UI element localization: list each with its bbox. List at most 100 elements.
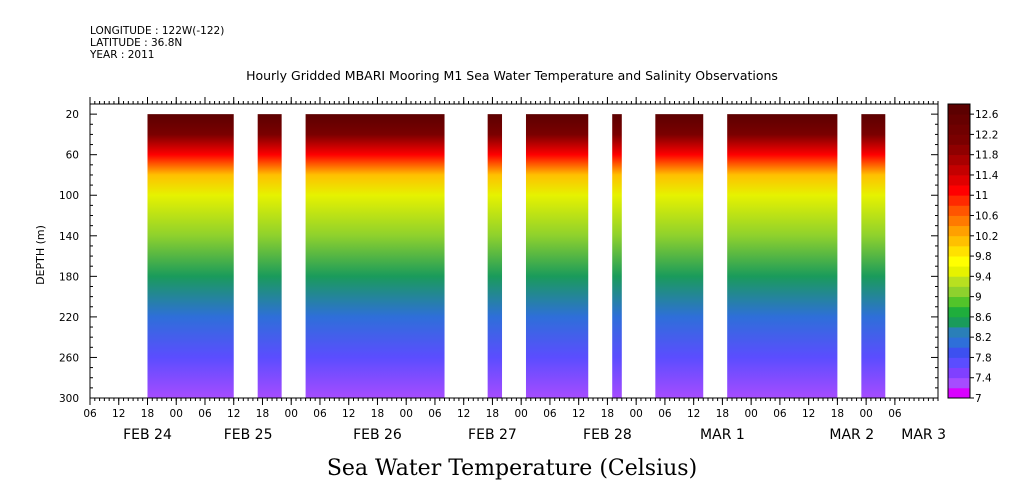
y-tick-label: 180: [59, 271, 79, 283]
colorbar-label: 9.8: [975, 251, 992, 263]
x-tick-label: 06: [543, 408, 557, 420]
data-segment: [612, 114, 622, 398]
colorbar-cell: [948, 205, 970, 216]
colorbar-cell: [948, 245, 970, 257]
x-tick-label: 06: [428, 408, 442, 420]
y-tick-label: 60: [66, 150, 79, 162]
colorbar-cell: [948, 104, 970, 115]
colorbar: 12.6 12.2 11.8 11.4 11 10.6 10.2 9.8 9.4 9 8.6 8.2 7…: [947, 103, 999, 405]
colorbar-cell: [948, 134, 970, 145]
x-tick-label: 18: [371, 408, 384, 420]
colorbar-cell: [948, 327, 970, 338]
colorbar-label: 12.6: [975, 109, 999, 121]
x-tick-label: 12: [572, 408, 585, 420]
x-tick-label: 12: [342, 408, 355, 420]
x-tick-label: 00: [744, 408, 757, 420]
x-tick-label: 18: [601, 408, 614, 420]
colorbar-cell: [948, 174, 970, 186]
colorbar-label: 11.8: [975, 150, 998, 162]
colorbar-label: 12.2: [975, 129, 998, 141]
data-layer: [147, 114, 886, 398]
latitude-label: LATITUDE : 36.8N: [90, 37, 183, 49]
x-tick-label: 06: [888, 408, 902, 420]
colorbar-label: 11.4: [975, 170, 999, 182]
plot-frame: [89, 103, 939, 399]
x-tick-label: 06: [658, 408, 672, 420]
colorbar-cell: [948, 164, 970, 176]
colorbar-cell: [948, 387, 970, 399]
colorbar-cell: [948, 296, 970, 308]
colorbar-cell: [948, 225, 970, 237]
x-tick-label: 06: [83, 408, 97, 420]
x-tick-label: 18: [716, 408, 729, 420]
y-tick-label: 20: [66, 109, 79, 121]
colorbar-label: 11: [975, 190, 988, 202]
x-tick-label: 00: [170, 408, 183, 420]
x-tick-label: 00: [400, 408, 413, 420]
x-tick-label: 12: [112, 408, 125, 420]
x-tick-label: 18: [486, 408, 499, 420]
colorbar-label: 7.8: [975, 352, 992, 364]
data-segment: [257, 114, 282, 398]
x-tick-label: 00: [285, 408, 298, 420]
x-tick-label: 18: [256, 408, 269, 420]
colorbar-cell: [948, 215, 970, 227]
colorbar-label: 10.2: [975, 231, 998, 243]
colorbar-cell: [948, 154, 970, 166]
colorbar-cell: [948, 286, 970, 298]
x-date-label: FEB 26: [353, 427, 402, 443]
data-segment: [147, 114, 234, 398]
colorbar-cell: [948, 185, 970, 196]
colorbar-cell: [948, 337, 970, 348]
x-tick-label: 00: [629, 408, 642, 420]
x-tick-label: 18: [831, 408, 844, 420]
colorbar-cell: [948, 276, 970, 287]
colorbar-label: 7: [975, 393, 982, 405]
y-tick-label: 100: [59, 190, 79, 202]
data-segment: [525, 114, 589, 398]
colorbar-cell: [948, 357, 970, 368]
x-tick-label: 00: [514, 408, 527, 420]
colorbar-frame: [947, 103, 971, 399]
year-label: YEAR : 2011: [90, 49, 155, 61]
x-tick-label: 06: [773, 408, 787, 420]
data-segment: [727, 114, 838, 398]
x-date-label: FEB 27: [468, 427, 517, 443]
x-tick-label: 12: [227, 408, 240, 420]
x-tick-label: 00: [859, 408, 872, 420]
colorbar-cell: [948, 347, 970, 358]
x-date-label: MAR 3: [901, 427, 946, 443]
data-segment: [861, 114, 886, 398]
y-tick-label: 220: [59, 312, 79, 324]
x-tick-label: 12: [802, 408, 815, 420]
colorbar-cell: [948, 195, 970, 206]
x-tick-label: 06: [313, 408, 327, 420]
x-tick-label: 06: [198, 408, 212, 420]
x-tick-label: 18: [141, 408, 154, 420]
colorbar-label: 9: [975, 292, 982, 304]
data-segment: [305, 114, 445, 398]
x-date-label: MAR 1: [700, 427, 745, 443]
colorbar-cell: [948, 306, 970, 318]
x-tick-label: 12: [687, 408, 700, 420]
colorbar-label: 10.6: [975, 211, 999, 223]
y-tick-label: 140: [59, 231, 79, 243]
colorbar-cell: [948, 114, 970, 125]
x-date-label: FEB 25: [224, 427, 273, 443]
x-date-label: MAR 2: [829, 427, 874, 443]
y-tick-label: 300: [59, 393, 79, 405]
colorbar-label: 8.2: [975, 332, 992, 344]
chart-title: Hourly Gridded MBARI Mooring M1 Sea Wate…: [246, 68, 778, 83]
colorbar-cell: [948, 235, 970, 247]
data-segment: [655, 114, 704, 398]
x-axis-title: Sea Water Temperature (Celsius): [327, 456, 697, 481]
y-tick-label: 260: [59, 352, 79, 364]
colorbar-cell: [948, 266, 970, 277]
colorbar-cell: [948, 256, 970, 267]
colorbar-cell: [948, 124, 970, 135]
colorbar-cell: [948, 144, 970, 156]
colorbar-label: 9.4: [975, 271, 992, 283]
colorbar-cell: [948, 316, 970, 328]
x-date-label: FEB 28: [583, 427, 632, 443]
